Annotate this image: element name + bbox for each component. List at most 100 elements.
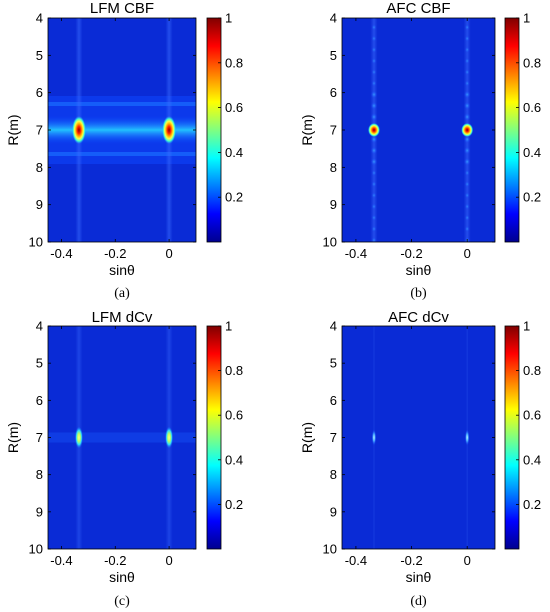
sidelobe-dot <box>464 80 470 87</box>
colorbar-tick-label: 0.2 <box>225 497 243 512</box>
x-tick-label: -0.2 <box>104 246 126 261</box>
x-tick-label: 0 <box>165 246 172 261</box>
x-tick-label: 0 <box>464 246 471 261</box>
sidelobe-dot <box>371 203 377 210</box>
sidelobe-dot <box>370 90 378 99</box>
heatmap-background <box>342 326 495 549</box>
y-tick-label: 4 <box>330 319 337 334</box>
x-tick-label: -0.4 <box>50 246 72 261</box>
sidelobe-dot <box>463 135 471 144</box>
colorbar-tick-label: 1 <box>523 11 530 26</box>
y-tick-label: 10 <box>323 542 337 557</box>
x-tick-label: 0 <box>165 553 172 568</box>
range-sidelobe-ripple <box>48 152 196 156</box>
y-axis-label: R(m) <box>5 422 21 453</box>
colorbar-tick-label: 0.4 <box>225 452 243 467</box>
colorbar-tick-label: 0.4 <box>225 145 243 160</box>
sidelobe-dot <box>371 237 377 242</box>
x-tick-label: -0.4 <box>345 246 367 261</box>
y-tick-label: 7 <box>36 123 43 138</box>
sidelobe-dot <box>371 46 377 53</box>
x-tick-label: -0.2 <box>400 246 422 261</box>
sidelobe-dot <box>371 214 377 221</box>
y-tick-label: 4 <box>330 11 337 26</box>
sidelobe-dot <box>464 35 470 42</box>
x-axis-label: sinθ <box>109 262 135 278</box>
y-tick-label: 6 <box>330 393 337 408</box>
y-tick-label: 5 <box>36 356 43 371</box>
y-tick-label: 4 <box>36 11 43 26</box>
colorbar-tick-label: 1 <box>225 319 232 334</box>
heatmap-area <box>48 326 196 549</box>
sidelobe-dot <box>370 146 378 155</box>
peak-marker-2 <box>165 426 174 449</box>
colorbar-tick-label: 0.6 <box>523 100 541 115</box>
sidelobe-dot <box>464 169 470 176</box>
panel-caption: (b) <box>410 286 427 301</box>
colorbar-tick-label: 0.2 <box>523 497 541 512</box>
sidelobe-dot <box>464 46 470 53</box>
sidelobe-dot <box>464 57 470 64</box>
sidelobe-dot <box>371 69 377 76</box>
colorbar-tick-label: 0.8 <box>523 363 541 378</box>
colorbar-tick-label: 0.8 <box>523 55 541 70</box>
y-tick-label: 7 <box>330 123 337 138</box>
x-tick-label: 0 <box>464 553 471 568</box>
sidelobe-dot <box>371 169 377 176</box>
panel-1: 4 5 6 7 8 9 10 -0.4 -0.2 0 LFM CBF sinθ R(m) (a) 0.2 0.… <box>5 0 243 301</box>
sidelobe-dot <box>463 157 471 166</box>
peak-marker-2 <box>464 429 470 446</box>
range-sidelobe-band <box>48 432 196 443</box>
x-axis-label: sinθ <box>406 569 432 585</box>
panel-caption: (d) <box>410 594 427 609</box>
sidelobe-dot <box>464 192 470 199</box>
x-tick-label: -0.2 <box>104 553 126 568</box>
x-tick-label: -0.2 <box>400 553 422 568</box>
sidelobe-dot <box>464 214 470 221</box>
y-tick-label: 9 <box>330 197 337 212</box>
colorbar-tick-label: 0.6 <box>225 408 243 423</box>
y-tick-label: 9 <box>330 504 337 519</box>
x-axis-label: sinθ <box>406 262 432 278</box>
y-tick-label: 5 <box>36 48 43 63</box>
colorbar-tick-label: 0.4 <box>523 145 541 160</box>
y-tick-label: 10 <box>29 235 43 250</box>
y-tick-label: 8 <box>36 160 43 175</box>
y-tick-label: 5 <box>330 48 337 63</box>
colorbar <box>504 17 520 243</box>
sidelobe-dot <box>371 24 377 31</box>
panel-caption: (a) <box>114 286 130 301</box>
heatmap-area <box>342 326 495 549</box>
sidelobe-dot <box>463 113 471 121</box>
y-tick-label: 9 <box>36 197 43 212</box>
x-tick-label: -0.4 <box>345 553 367 568</box>
colorbar-tick-label: 0.8 <box>225 55 243 70</box>
peak-marker-1 <box>74 426 83 449</box>
peak-marker-2 <box>162 116 177 144</box>
colorbar <box>206 17 222 243</box>
sidelobe-dot <box>371 57 377 64</box>
heatmap-area <box>48 18 196 242</box>
sidelobe-dot <box>371 181 377 188</box>
heatmap-area <box>342 18 495 242</box>
panel-3: 4 5 6 7 8 9 10 -0.4 -0.2 0 LFM dCv sinθ R(m) (c) 0.2 0.… <box>5 309 243 609</box>
y-tick-label: 6 <box>36 85 43 100</box>
y-tick-label: 10 <box>323 235 337 250</box>
peak-marker-2 <box>461 123 474 137</box>
y-tick-label: 7 <box>330 430 337 445</box>
colorbar-tick-label: 0.4 <box>523 452 541 467</box>
panel-title: AFC CBF <box>386 0 450 17</box>
sidelobe-dot <box>371 192 377 199</box>
panel-caption: (c) <box>114 594 130 609</box>
y-tick-label: 6 <box>330 85 337 100</box>
sidelobe-dot <box>371 80 377 87</box>
panel-title: LFM CBF <box>90 0 154 17</box>
y-tick-label: 8 <box>36 467 43 482</box>
peak-marker-1 <box>71 116 86 144</box>
sidelobe-dot <box>370 101 378 110</box>
peak-marker-1 <box>367 123 380 137</box>
colorbar-tick-label: 0.6 <box>225 100 243 115</box>
y-tick-label: 8 <box>330 160 337 175</box>
y-axis-label: R(m) <box>5 114 21 145</box>
sidelobe-dot <box>464 203 470 210</box>
